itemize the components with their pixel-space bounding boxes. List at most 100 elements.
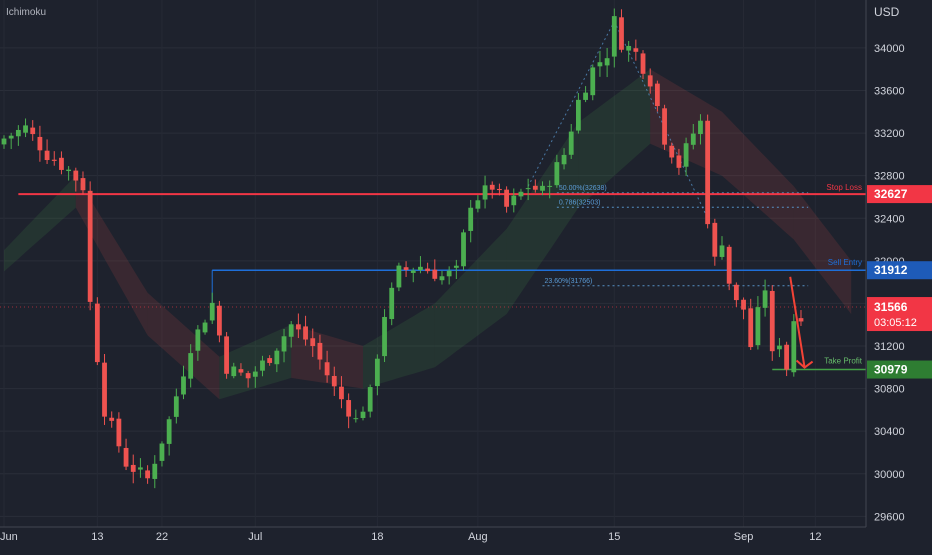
candle-body [432, 269, 438, 279]
price-tick-label: 32800 [874, 171, 905, 183]
time-axis[interactable]: Jun 13 22 Jul 18 Aug 15 Sep 12 [0, 531, 821, 543]
candle-body [583, 92, 588, 100]
price-tick-label: 29600 [874, 511, 905, 523]
candle-body [690, 133, 696, 145]
candle-body [597, 62, 603, 67]
candle-body [73, 170, 79, 181]
candle-body [360, 411, 366, 418]
candle-body [310, 338, 316, 347]
time-tick-label: 22 [156, 531, 168, 543]
fib-label: 23.60%(31766) [545, 278, 593, 285]
candle-body [446, 270, 452, 277]
candle-body [389, 287, 395, 320]
candle-body [418, 266, 423, 271]
fib-label: 0.786(32503) [559, 199, 601, 206]
price-axis[interactable]: 2960030000304003080031200316003200032400… [874, 43, 905, 523]
time-tick-label: Sep [734, 531, 754, 543]
candle-body [195, 329, 201, 351]
candle-body [755, 307, 761, 346]
cloud-segment [578, 69, 651, 208]
candle-body [611, 16, 617, 57]
price-tick-label: 33200 [874, 128, 905, 140]
candles [1, 8, 804, 489]
candle-body [640, 53, 646, 74]
fib-trend-line [613, 21, 709, 219]
price-tick-label: 33600 [874, 85, 905, 97]
stop-loss-label: Stop Loss [826, 183, 862, 192]
candle-body [540, 185, 545, 191]
candle-body [202, 322, 208, 333]
cloud-segment [75, 175, 148, 336]
candle-body [51, 159, 57, 161]
candle-body [741, 299, 746, 310]
sell-entry-label: Sell Entry [828, 258, 862, 267]
candle-body [288, 324, 294, 337]
candle-body [267, 358, 273, 363]
candle-body [109, 417, 115, 421]
candle-body [331, 375, 337, 387]
candle-body [798, 318, 804, 322]
candle-body [295, 324, 301, 330]
sell-entry-badge-text: 31912 [874, 263, 908, 277]
candle-body [568, 131, 574, 155]
candle-body [576, 99, 581, 131]
candle-body [324, 362, 330, 376]
candle-body [166, 419, 172, 444]
candle-body [130, 464, 136, 472]
price-tick-label: 30000 [874, 469, 905, 481]
candle-body [590, 67, 596, 96]
candle-body [238, 369, 244, 373]
candle-body [712, 222, 718, 257]
candle-body [30, 127, 36, 135]
cloud-segment [793, 186, 852, 315]
candle-body [224, 336, 229, 374]
time-tick-label: 13 [91, 531, 103, 543]
candle-body [138, 467, 143, 470]
candle-body [791, 321, 797, 373]
take-profit-label: Take Profit [824, 357, 863, 366]
candle-body [604, 58, 610, 66]
candle-body [403, 267, 409, 270]
candle-body [87, 190, 93, 302]
sell-entry-badge-bg [867, 261, 932, 280]
candle-body [705, 120, 711, 225]
take-profit-badge-bg [867, 360, 932, 379]
candle-body [626, 45, 632, 51]
fib-trend-line [527, 21, 615, 187]
candle-body [726, 246, 732, 284]
candle-body [497, 188, 502, 191]
candle-body [784, 344, 790, 370]
candle-body [116, 418, 122, 447]
candle-body [633, 48, 639, 52]
candle-body [647, 75, 653, 87]
price-tick-label: 30800 [874, 384, 905, 396]
candle-body [453, 265, 459, 268]
candle-body [683, 143, 689, 167]
candle-body [475, 200, 481, 209]
cloud-segment [219, 324, 292, 400]
current-price-text: 31566 [874, 300, 908, 314]
candle-body [762, 290, 768, 308]
candle-body [15, 129, 21, 137]
time-tick-label: Jun [0, 531, 18, 543]
candle-body [274, 350, 280, 365]
cloud-segment [506, 122, 579, 315]
time-tick-label: Jul [248, 531, 262, 543]
candle-body [245, 373, 251, 379]
indicator-label[interactable]: Ichimoku [6, 7, 46, 18]
candle-body [461, 232, 466, 267]
candle-body [748, 308, 754, 348]
stop-loss-badge-bg [867, 185, 932, 204]
candle-body [260, 360, 265, 371]
cloud-segment [363, 303, 435, 389]
candle-body [281, 336, 287, 352]
candle-body [425, 268, 431, 272]
candle-body [698, 120, 703, 135]
candle-body [518, 191, 524, 197]
price-tick-label: 34000 [874, 43, 905, 55]
fib-label: 50.00%(32638) [559, 185, 607, 192]
candle-body [532, 185, 538, 190]
